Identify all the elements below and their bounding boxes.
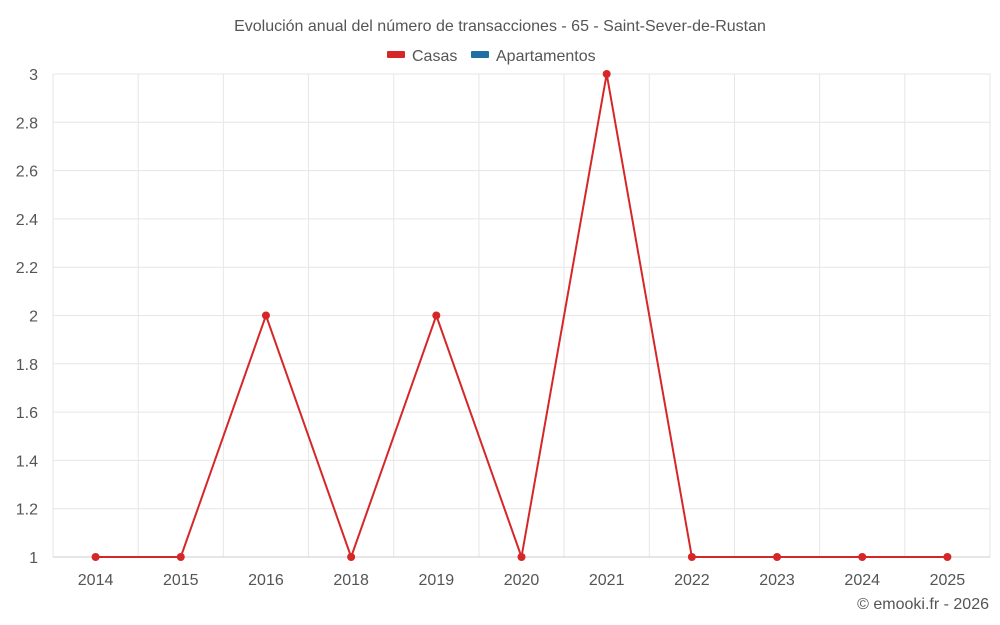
data-point-casas-2019[interactable] [432, 311, 441, 320]
y-tick-label: 2 [29, 309, 38, 326]
x-tick-label: 2019 [419, 572, 455, 589]
x-tick-label: 2022 [674, 572, 710, 589]
chart-title: Evolución anual del número de transaccio… [234, 18, 766, 35]
data-point-casas-2020[interactable] [517, 553, 526, 561]
y-tick-label: 2.8 [16, 115, 38, 132]
series-casas [91, 70, 952, 561]
y-tick-label: 1.6 [16, 405, 38, 422]
data-point-casas-2021[interactable] [602, 70, 611, 78]
y-axis-tick-labels: 1 1.2 1.4 1.6 1.8 2 2.2 2.4 2.6 2.8 3 [16, 67, 38, 567]
x-tick-label: 2023 [759, 572, 795, 589]
data-point-casas-2015[interactable] [176, 553, 185, 561]
legend-item-apartamentos[interactable]: Apartamentos [471, 48, 596, 65]
legend: Casas Apartamentos [387, 48, 596, 65]
y-tick-label: 1.4 [16, 453, 38, 470]
x-tick-label: 2016 [248, 572, 284, 589]
x-tick-label: 2014 [78, 572, 114, 589]
data-point-casas-2016[interactable] [261, 311, 270, 320]
x-tick-label: 2024 [844, 572, 880, 589]
y-tick-label: 3 [29, 67, 38, 84]
data-point-casas-2025[interactable] [943, 553, 952, 561]
legend-swatch-apartamentos [471, 51, 489, 58]
x-tick-label: 2015 [163, 572, 199, 589]
data-point-casas-2014[interactable] [91, 553, 100, 561]
y-tick-label: 2.6 [16, 164, 38, 181]
x-tick-label: 2018 [333, 572, 369, 589]
x-tick-label: 2021 [589, 572, 625, 589]
data-point-casas-2023[interactable] [773, 553, 782, 561]
x-tick-label: 2025 [930, 572, 966, 589]
y-tick-label: 2.2 [16, 260, 38, 277]
x-axis-tick-labels: 2014 2015 2016 2018 2019 2020 2021 2022 2023 2024… [78, 572, 966, 589]
data-point-casas-2018[interactable] [347, 553, 356, 561]
y-tick-label: 1.2 [16, 502, 38, 519]
data-point-casas-2022[interactable] [687, 553, 696, 561]
legend-label-apartamentos: Apartamentos [496, 48, 596, 65]
y-tick-label: 2.4 [16, 212, 38, 229]
x-tick-label: 2020 [504, 572, 540, 589]
data-point-casas-2024[interactable] [858, 553, 867, 561]
legend-swatch-casas [387, 51, 405, 58]
y-tick-label: 1.8 [16, 357, 38, 374]
y-tick-label: 1 [29, 550, 38, 567]
y-gridlines [53, 73, 990, 558]
credit-text: © emooki.fr - 2026 [857, 596, 989, 613]
legend-item-casas[interactable]: Casas [387, 48, 457, 65]
legend-label-casas: Casas [412, 48, 457, 65]
